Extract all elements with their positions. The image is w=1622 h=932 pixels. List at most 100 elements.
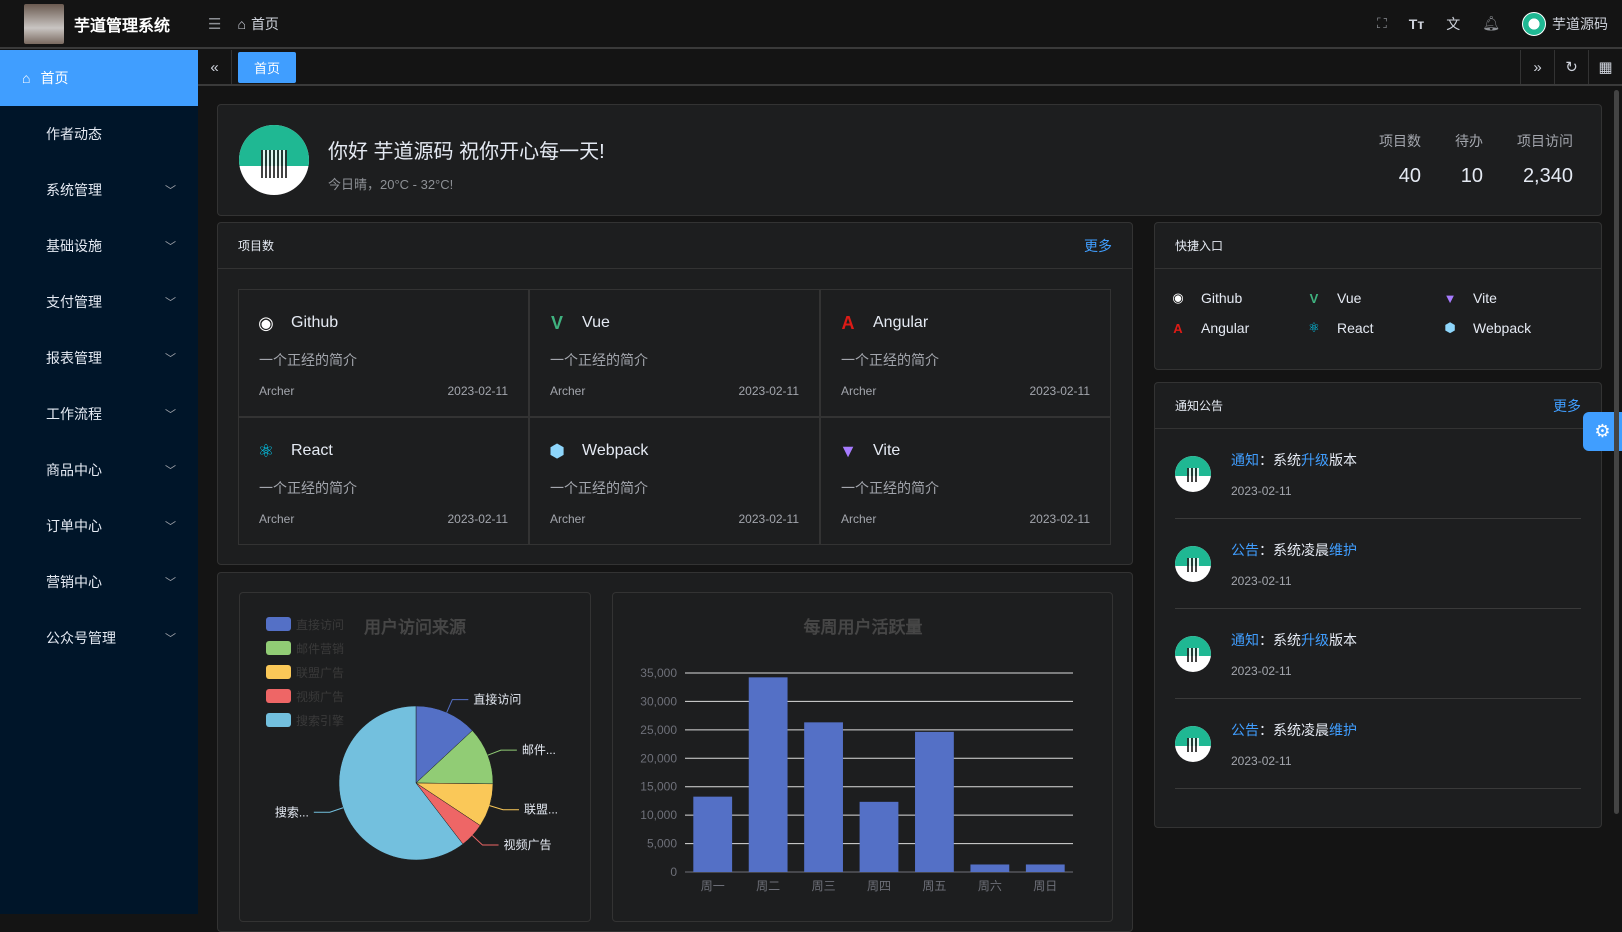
legend-label: 联盟广告	[296, 666, 344, 680]
sidebar-item[interactable]: 作者动态	[0, 106, 198, 162]
chevron-down-icon: ﹀	[165, 521, 176, 533]
project-item[interactable]: A Angular 一个正经的简介 Archer 2023-02-11	[820, 289, 1111, 417]
notice-type: 通知	[1231, 631, 1259, 648]
notice-item[interactable]: 通知：系统升级版本 2023-02-11	[1175, 429, 1581, 519]
shortcut-item[interactable]: V Vue	[1305, 289, 1441, 307]
notice-text: 系统	[1273, 631, 1301, 648]
shortcut-label: Vue	[1337, 290, 1362, 306]
project-author: Archer	[550, 384, 586, 398]
y-tick-label: 0	[670, 865, 677, 879]
user-menu[interactable]: 芋道源码	[1522, 11, 1608, 36]
sidebar-item[interactable]: 工作流程 ﹀	[0, 386, 198, 442]
notice-item[interactable]: 公告：系统凌晨维护 2023-02-11	[1175, 699, 1581, 789]
bar	[748, 677, 788, 872]
projects-more-link[interactable]: 更多	[1084, 237, 1112, 254]
sidebar-item[interactable]: 报表管理 ﹀	[0, 330, 198, 386]
sidebar-item[interactable]: 订单中心 ﹀	[0, 498, 198, 554]
fullscreen-icon[interactable]: ⛶	[1376, 15, 1387, 31]
chevron-down-icon: ﹀	[165, 241, 176, 253]
x-tick-label: 周六	[978, 879, 1002, 893]
sidebar-item-label: 作者动态	[46, 126, 102, 142]
notice-item[interactable]: 通知：系统升级版本 2023-02-11	[1175, 609, 1581, 699]
project-item[interactable]: ◉ Github 一个正经的简介 Archer 2023-02-11	[238, 289, 529, 417]
bell-icon[interactable]: 🔔︎	[1482, 15, 1500, 31]
project-item[interactable]: ▼ Vite 一个正经的简介 Archer 2023-02-11	[820, 417, 1111, 545]
notice-highlight: 维护	[1329, 541, 1357, 558]
notice-text: 系统	[1273, 451, 1301, 468]
y-tick-label: 30,000	[640, 694, 677, 708]
chevron-down-icon: ﹀	[165, 353, 176, 365]
notices-title: 通知公告	[1175, 399, 1224, 413]
project-date: 2023-02-11	[738, 384, 800, 398]
shortcut-item[interactable]: ◉ Github	[1169, 289, 1305, 307]
bar	[1025, 864, 1065, 872]
notices-more-link[interactable]: 更多	[1553, 397, 1581, 414]
project-date: 2023-02-11	[1029, 384, 1091, 398]
project-item[interactable]: V Vue 一个正经的简介 Archer 2023-02-11	[529, 289, 820, 417]
stat-projects: 项目数 40	[1379, 133, 1421, 187]
app-title: 芋道管理系统	[74, 17, 171, 35]
scroll-left-button[interactable]: «	[198, 50, 232, 84]
sidebar-item[interactable]: 系统管理 ﹀	[0, 162, 198, 218]
sidebar-item[interactable]: 营销中心 ﹀	[0, 554, 198, 610]
bar	[693, 796, 733, 872]
x-tick-label: 周日	[1033, 879, 1057, 893]
shortcut-item[interactable]: ▼ Vite	[1441, 289, 1577, 307]
notice-item[interactable]: 公告：系统凌晨维护 2023-02-11	[1175, 519, 1581, 609]
refresh-button[interactable]: ↻	[1554, 50, 1588, 84]
shortcuts-title: 快捷入口	[1175, 239, 1224, 253]
menu-collapse-icon[interactable]: ☰	[208, 15, 222, 33]
breadcrumb[interactable]: ⌂ 首页	[237, 14, 278, 34]
project-name: Webpack	[582, 442, 649, 459]
sidebar-item[interactable]: 支付管理 ﹀	[0, 274, 198, 330]
github-icon: ◉	[258, 312, 274, 333]
pie-label: 邮件...	[522, 743, 556, 757]
y-tick-label: 20,000	[640, 751, 677, 765]
tab-menu-button[interactable]: ▦	[1588, 50, 1622, 84]
shortcuts-card: 快捷入口 ◉ Github V Vue ▼ Vite A Angular ⚛ React ⬢ Webp…	[1154, 222, 1602, 370]
project-desc: 一个正经的简介	[259, 480, 357, 496]
shortcut-item[interactable]: ⬢ Webpack	[1441, 319, 1577, 337]
pie-label: 搜索...	[275, 804, 309, 819]
sidebar-item-label: 报表管理	[46, 350, 102, 366]
sidebar-item[interactable]: 公众号管理 ﹀	[0, 610, 198, 666]
legend-label: 邮件营销	[296, 642, 344, 656]
y-tick-label: 10,000	[640, 808, 677, 822]
sidebar-item[interactable]: 基础设施 ﹀	[0, 218, 198, 274]
shortcut-item[interactable]: ⚛ React	[1305, 319, 1441, 337]
sidebar-item[interactable]: ⌂ 首页	[0, 50, 198, 106]
language-icon[interactable]: 文	[1446, 15, 1461, 32]
notice-text: 系统凌晨	[1273, 721, 1329, 738]
home-icon: ⌂	[22, 70, 31, 86]
font-size-icon[interactable]: Tт	[1408, 15, 1425, 32]
sidebar-item-label: 营销中心	[46, 574, 102, 590]
legend-swatch	[266, 689, 291, 703]
project-author: Archer	[259, 384, 295, 398]
notice-highlight: 维护	[1329, 721, 1357, 738]
notice-highlight: 升级	[1301, 451, 1329, 468]
bar-chart-panel: 每周用户活跃量 0 5,000 10,000 15,000 20,000 25,000 30,…	[612, 592, 1113, 922]
notice-highlight: 升级	[1301, 631, 1329, 648]
user-avatar	[239, 125, 309, 195]
stat-todo: 待办 10	[1455, 133, 1483, 187]
vite-icon: ▼	[1443, 290, 1457, 306]
notice-date: 2023-02-11	[1231, 483, 1292, 498]
sidebar-item-label: 基础设施	[46, 238, 102, 254]
project-date: 2023-02-11	[1029, 512, 1091, 526]
tab-home[interactable]: 首页	[238, 51, 297, 83]
project-item[interactable]: ⬢ Webpack 一个正经的简介 Archer 2023-02-11	[529, 417, 820, 545]
pie-slice	[415, 705, 473, 784]
breadcrumb-item[interactable]: 首页	[250, 15, 279, 32]
notice-type: 通知	[1231, 451, 1259, 468]
avatar	[1522, 11, 1546, 36]
scroll-right-button[interactable]: »	[1520, 50, 1554, 84]
scrollbar[interactable]	[1614, 90, 1619, 814]
pie-title: 用户访问来源	[364, 617, 466, 637]
projects-title: 项目数	[238, 239, 275, 253]
weather-text: 今日晴，20°C - 32°C!	[328, 177, 454, 192]
project-item[interactable]: ⚛ React 一个正经的简介 Archer 2023-02-11	[238, 417, 529, 545]
project-desc: 一个正经的简介	[841, 352, 939, 368]
sidebar-item[interactable]: 商品中心 ﹀	[0, 442, 198, 498]
notice-avatar	[1175, 545, 1211, 582]
shortcut-item[interactable]: A Angular	[1169, 319, 1305, 337]
